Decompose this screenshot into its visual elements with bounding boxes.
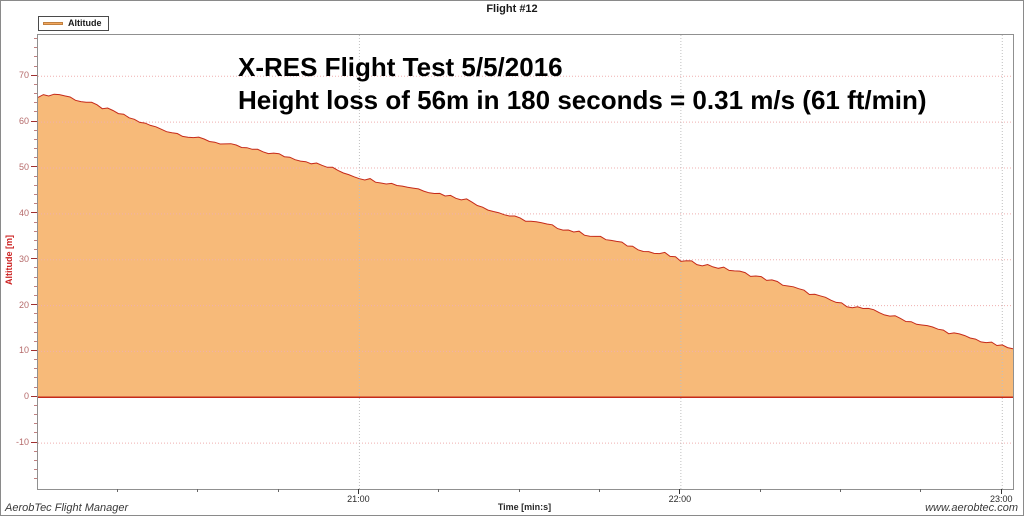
y-minor-tick [34,38,37,39]
x-minor-tick [760,489,761,492]
x-minor-tick [519,489,520,492]
y-minor-tick [34,194,37,195]
y-axis-title: Altitude [m] [4,25,14,495]
y-minor-tick [34,231,37,232]
y-minor-tick [34,451,37,452]
y-minor-tick [34,249,37,250]
y-major-tick--10 [31,442,37,443]
chart-title: Flight #12 [1,3,1023,15]
x-minor-tick [117,489,118,492]
y-minor-tick [34,286,37,287]
y-minor-tick [34,423,37,424]
y-major-tick-0 [31,396,37,397]
y-major-tick-10 [31,350,37,351]
app-name-watermark: AerobTec Flight Manager [5,502,128,514]
y-minor-tick [34,139,37,140]
y-minor-tick [34,332,37,333]
y-minor-tick [34,405,37,406]
y-minor-tick [34,414,37,415]
x-minor-tick [197,489,198,492]
y-minor-tick [34,322,37,323]
y-minor-tick [34,469,37,470]
y-minor-tick [34,341,37,342]
y-minor-tick [34,56,37,57]
y-major-tick-40 [31,212,37,213]
y-minor-tick [34,267,37,268]
legend-label: Altitude [68,19,102,28]
y-minor-tick [34,295,37,296]
y-minor-tick [34,157,37,158]
y-minor-tick [34,176,37,177]
annotation-text: X-RES Flight Test 5/5/2016 Height loss o… [238,51,927,117]
x-minor-tick [840,489,841,492]
x-minor-tick [278,489,279,492]
y-minor-tick [34,203,37,204]
y-major-tick-60 [31,121,37,122]
y-minor-tick [34,102,37,103]
legend[interactable]: Altitude [38,16,109,31]
annotation-line2: Height loss of 56m in 180 seconds = 0.31… [238,84,927,117]
y-minor-tick [34,66,37,67]
y-major-tick-20 [31,304,37,305]
y-minor-tick [34,432,37,433]
y-minor-tick [34,313,37,314]
annotation-line1: X-RES Flight Test 5/5/2016 [238,51,927,84]
y-minor-tick [34,368,37,369]
y-minor-tick [34,130,37,131]
y-minor-tick [34,148,37,149]
y-minor-tick [34,377,37,378]
y-minor-tick [34,47,37,48]
x-minor-tick [599,489,600,492]
y-major-tick-50 [31,166,37,167]
y-minor-tick [34,111,37,112]
y-minor-tick [34,185,37,186]
y-major-tick-30 [31,258,37,259]
y-minor-tick [34,359,37,360]
altitude-series-swatch-icon [43,22,63,25]
y-minor-tick [34,222,37,223]
website-watermark: www.aerobtec.com [925,502,1018,514]
y-minor-tick [34,460,37,461]
y-minor-tick [34,84,37,85]
y-minor-tick [34,387,37,388]
y-minor-tick [34,277,37,278]
x-axis-title: Time [min:s] [37,502,1012,512]
flight-manager-chart-window: Flight #12 Altitude 706050403020100-1021… [0,0,1024,516]
y-major-tick-70 [31,75,37,76]
x-minor-tick [438,489,439,492]
x-minor-tick [920,489,921,492]
y-minor-tick [34,478,37,479]
y-minor-tick [34,240,37,241]
y-minor-tick [34,93,37,94]
